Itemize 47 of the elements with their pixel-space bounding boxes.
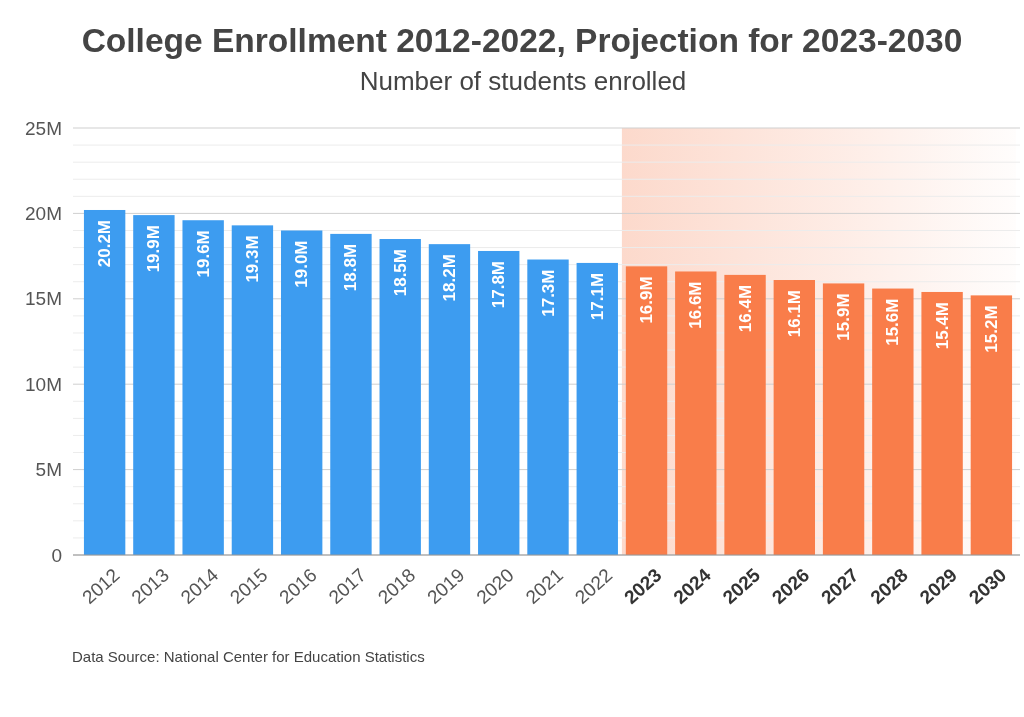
bar bbox=[822, 283, 865, 555]
bar bbox=[379, 239, 421, 555]
y-tick-label: 15M bbox=[25, 288, 62, 310]
bar bbox=[83, 209, 126, 555]
bar bbox=[527, 259, 569, 555]
chart-subtitle: Number of students enrolled bbox=[359, 66, 687, 96]
y-tick-label: 10M bbox=[25, 373, 62, 395]
y-tick-label: 0 bbox=[51, 544, 62, 566]
y-tick-label: 20M bbox=[25, 202, 62, 224]
data-label: 16.9M bbox=[637, 276, 657, 324]
data-label: 20.2M bbox=[95, 219, 115, 268]
data-label: 19.0M bbox=[292, 240, 312, 288]
data-label: 15.6M bbox=[883, 298, 903, 346]
data-label: 19.6M bbox=[193, 230, 213, 278]
bar bbox=[182, 220, 224, 555]
data-label: 16.1M bbox=[784, 290, 804, 338]
bar bbox=[231, 225, 274, 555]
bar bbox=[724, 274, 766, 555]
chart-title: College Enrollment 2012-2022, Projection for 2023-2030 bbox=[81, 22, 963, 59]
data-label: 18.8M bbox=[341, 243, 361, 292]
bar bbox=[773, 280, 816, 555]
bar bbox=[478, 250, 520, 555]
data-label: 18.5M bbox=[390, 249, 410, 297]
data-label: 17.1M bbox=[587, 272, 607, 321]
y-tick-label: 25M bbox=[25, 117, 62, 139]
bar bbox=[428, 244, 471, 555]
data-label: 19.9M bbox=[144, 225, 164, 273]
bar bbox=[872, 288, 914, 555]
data-label: 15.2M bbox=[981, 305, 1001, 353]
data-label: 16.4M bbox=[735, 284, 755, 333]
data-label: 19.3M bbox=[242, 235, 262, 283]
data-label: 18.2M bbox=[439, 254, 459, 302]
bar bbox=[280, 230, 323, 555]
bar bbox=[133, 215, 175, 555]
bar bbox=[330, 233, 372, 555]
bar bbox=[921, 291, 963, 555]
data-label: 15.9M bbox=[834, 293, 854, 341]
y-tick-label: 5M bbox=[35, 459, 62, 481]
bar bbox=[625, 266, 668, 555]
data-label: 15.4M bbox=[932, 301, 952, 350]
bar bbox=[970, 295, 1013, 555]
data-label: 17.3M bbox=[538, 269, 558, 317]
data-label: 17.8M bbox=[489, 260, 509, 309]
data-label: 16.6M bbox=[686, 281, 706, 329]
source-note: Data Source: National Center for Education Statistics bbox=[72, 648, 425, 665]
bar bbox=[576, 262, 618, 555]
bar bbox=[675, 271, 717, 555]
